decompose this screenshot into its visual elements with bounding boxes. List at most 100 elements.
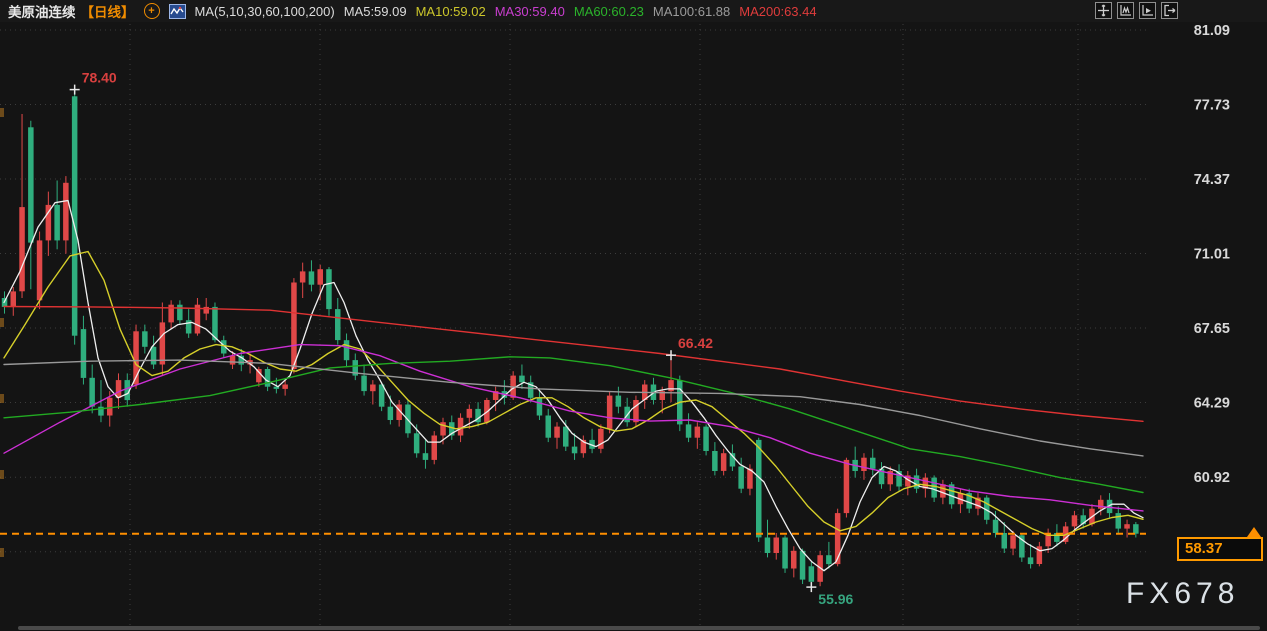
candle-down xyxy=(1001,533,1007,549)
ma-line-ma100 xyxy=(3,359,1144,457)
candle-down xyxy=(1115,513,1121,529)
watermark: FX678 xyxy=(1126,577,1240,610)
price-axis-label: 60.92 xyxy=(1194,470,1230,486)
candle-up xyxy=(36,240,43,301)
candle-up xyxy=(63,182,69,241)
ma-legend-item: MA100:61.88 xyxy=(652,3,731,19)
candle-down xyxy=(615,395,622,407)
candle-down xyxy=(808,566,815,582)
candle-down xyxy=(343,340,350,361)
current-price-box: 58.37 xyxy=(1177,537,1263,561)
clipped-axis-fragment xyxy=(0,108,4,117)
candle-up xyxy=(133,331,139,385)
horizontal-scrollbar[interactable] xyxy=(18,626,1260,630)
candle-down xyxy=(352,360,358,376)
price-axis-label: 64.29 xyxy=(1194,396,1230,412)
candle-down xyxy=(729,453,736,467)
ma-legend-item: MA10:59.02 xyxy=(415,3,486,19)
ma-line-ma200 xyxy=(3,305,1144,422)
candle-down xyxy=(422,453,429,460)
candle-down xyxy=(308,271,315,285)
candle-up xyxy=(194,304,201,334)
candle-down xyxy=(475,408,481,423)
candle-down xyxy=(221,340,227,354)
candle-up xyxy=(668,380,674,392)
candle-up xyxy=(633,400,639,423)
candle-up xyxy=(431,435,437,460)
candle-down xyxy=(449,422,455,436)
candle-up xyxy=(905,475,911,487)
candle-down xyxy=(335,309,341,341)
candle-down xyxy=(326,269,332,310)
candle-down xyxy=(764,537,771,553)
chart-axes-play-icon[interactable] xyxy=(1139,2,1156,19)
candle-up xyxy=(440,422,446,436)
candle-up xyxy=(1045,533,1051,547)
candle-down xyxy=(571,446,578,454)
candle-up xyxy=(1010,535,1016,549)
candle-up xyxy=(606,395,613,429)
candle-up xyxy=(554,426,560,438)
ma-legend-item: MA30:59.40 xyxy=(494,3,565,19)
mini-candlestick-icon[interactable] xyxy=(168,3,186,19)
candle-up xyxy=(396,404,402,420)
ma-legend-item: MA5:59.09 xyxy=(343,3,407,19)
candle-up xyxy=(659,391,665,400)
chart-toolbar xyxy=(1095,2,1178,19)
candle-down xyxy=(992,519,999,533)
price-axis-label: 71.01 xyxy=(1194,247,1230,263)
current-price-arrow-icon xyxy=(1247,527,1261,537)
candle-down xyxy=(387,406,394,420)
price-axis-label: 77.73 xyxy=(1194,98,1230,114)
symbol-title: 美原油连续 xyxy=(8,5,76,20)
candle-down xyxy=(273,386,280,389)
candle-down xyxy=(1133,524,1139,534)
clipped-axis-fragment xyxy=(0,470,4,479)
candle-up xyxy=(282,384,288,389)
candle-down xyxy=(589,439,595,449)
candle-down xyxy=(563,426,569,447)
timeframe-label: 【日线】 xyxy=(80,5,135,20)
candle-up xyxy=(834,513,841,565)
candle-up xyxy=(1071,515,1078,527)
annotation-text: 55.96 xyxy=(818,591,853,607)
candle-down xyxy=(150,346,157,365)
candle-up xyxy=(10,291,16,307)
candle-up xyxy=(299,271,306,283)
chart-axes-m-icon[interactable] xyxy=(1117,2,1134,19)
candle-down xyxy=(142,331,148,347)
plus-circle-icon[interactable]: + xyxy=(143,3,160,19)
price-axis-label: 81.09 xyxy=(1194,23,1230,39)
candle-down xyxy=(826,555,832,565)
ma-line-ma60 xyxy=(3,356,1144,494)
ma-legend-item: MA200:63.44 xyxy=(739,3,817,19)
ma-line-ma10 xyxy=(3,250,1144,536)
candle-up xyxy=(1124,524,1130,529)
clipped-axis-fragment xyxy=(0,548,4,557)
candle-down xyxy=(71,96,78,336)
candle-down xyxy=(536,397,543,416)
exit-icon[interactable] xyxy=(1161,2,1178,19)
candle-down xyxy=(124,380,130,401)
candle-down xyxy=(413,433,420,454)
candle-down xyxy=(527,382,534,398)
candle-down xyxy=(896,471,902,487)
candle-up xyxy=(843,459,850,514)
candle-down xyxy=(405,404,411,434)
crosshair-move-icon[interactable] xyxy=(1095,2,1112,19)
candle-up xyxy=(291,282,297,369)
candle-down xyxy=(738,466,744,489)
candle-up xyxy=(747,468,753,489)
clipped-axis-fragment xyxy=(0,318,4,327)
candle-down xyxy=(89,377,95,407)
candle-down xyxy=(519,375,525,383)
candle-up xyxy=(773,537,779,553)
candle-up xyxy=(791,550,797,569)
candle-up xyxy=(720,453,727,471)
candle-up xyxy=(694,426,701,438)
ma-line-ma5 xyxy=(3,199,1144,572)
candle-down xyxy=(703,426,709,451)
candle-down xyxy=(212,306,218,341)
